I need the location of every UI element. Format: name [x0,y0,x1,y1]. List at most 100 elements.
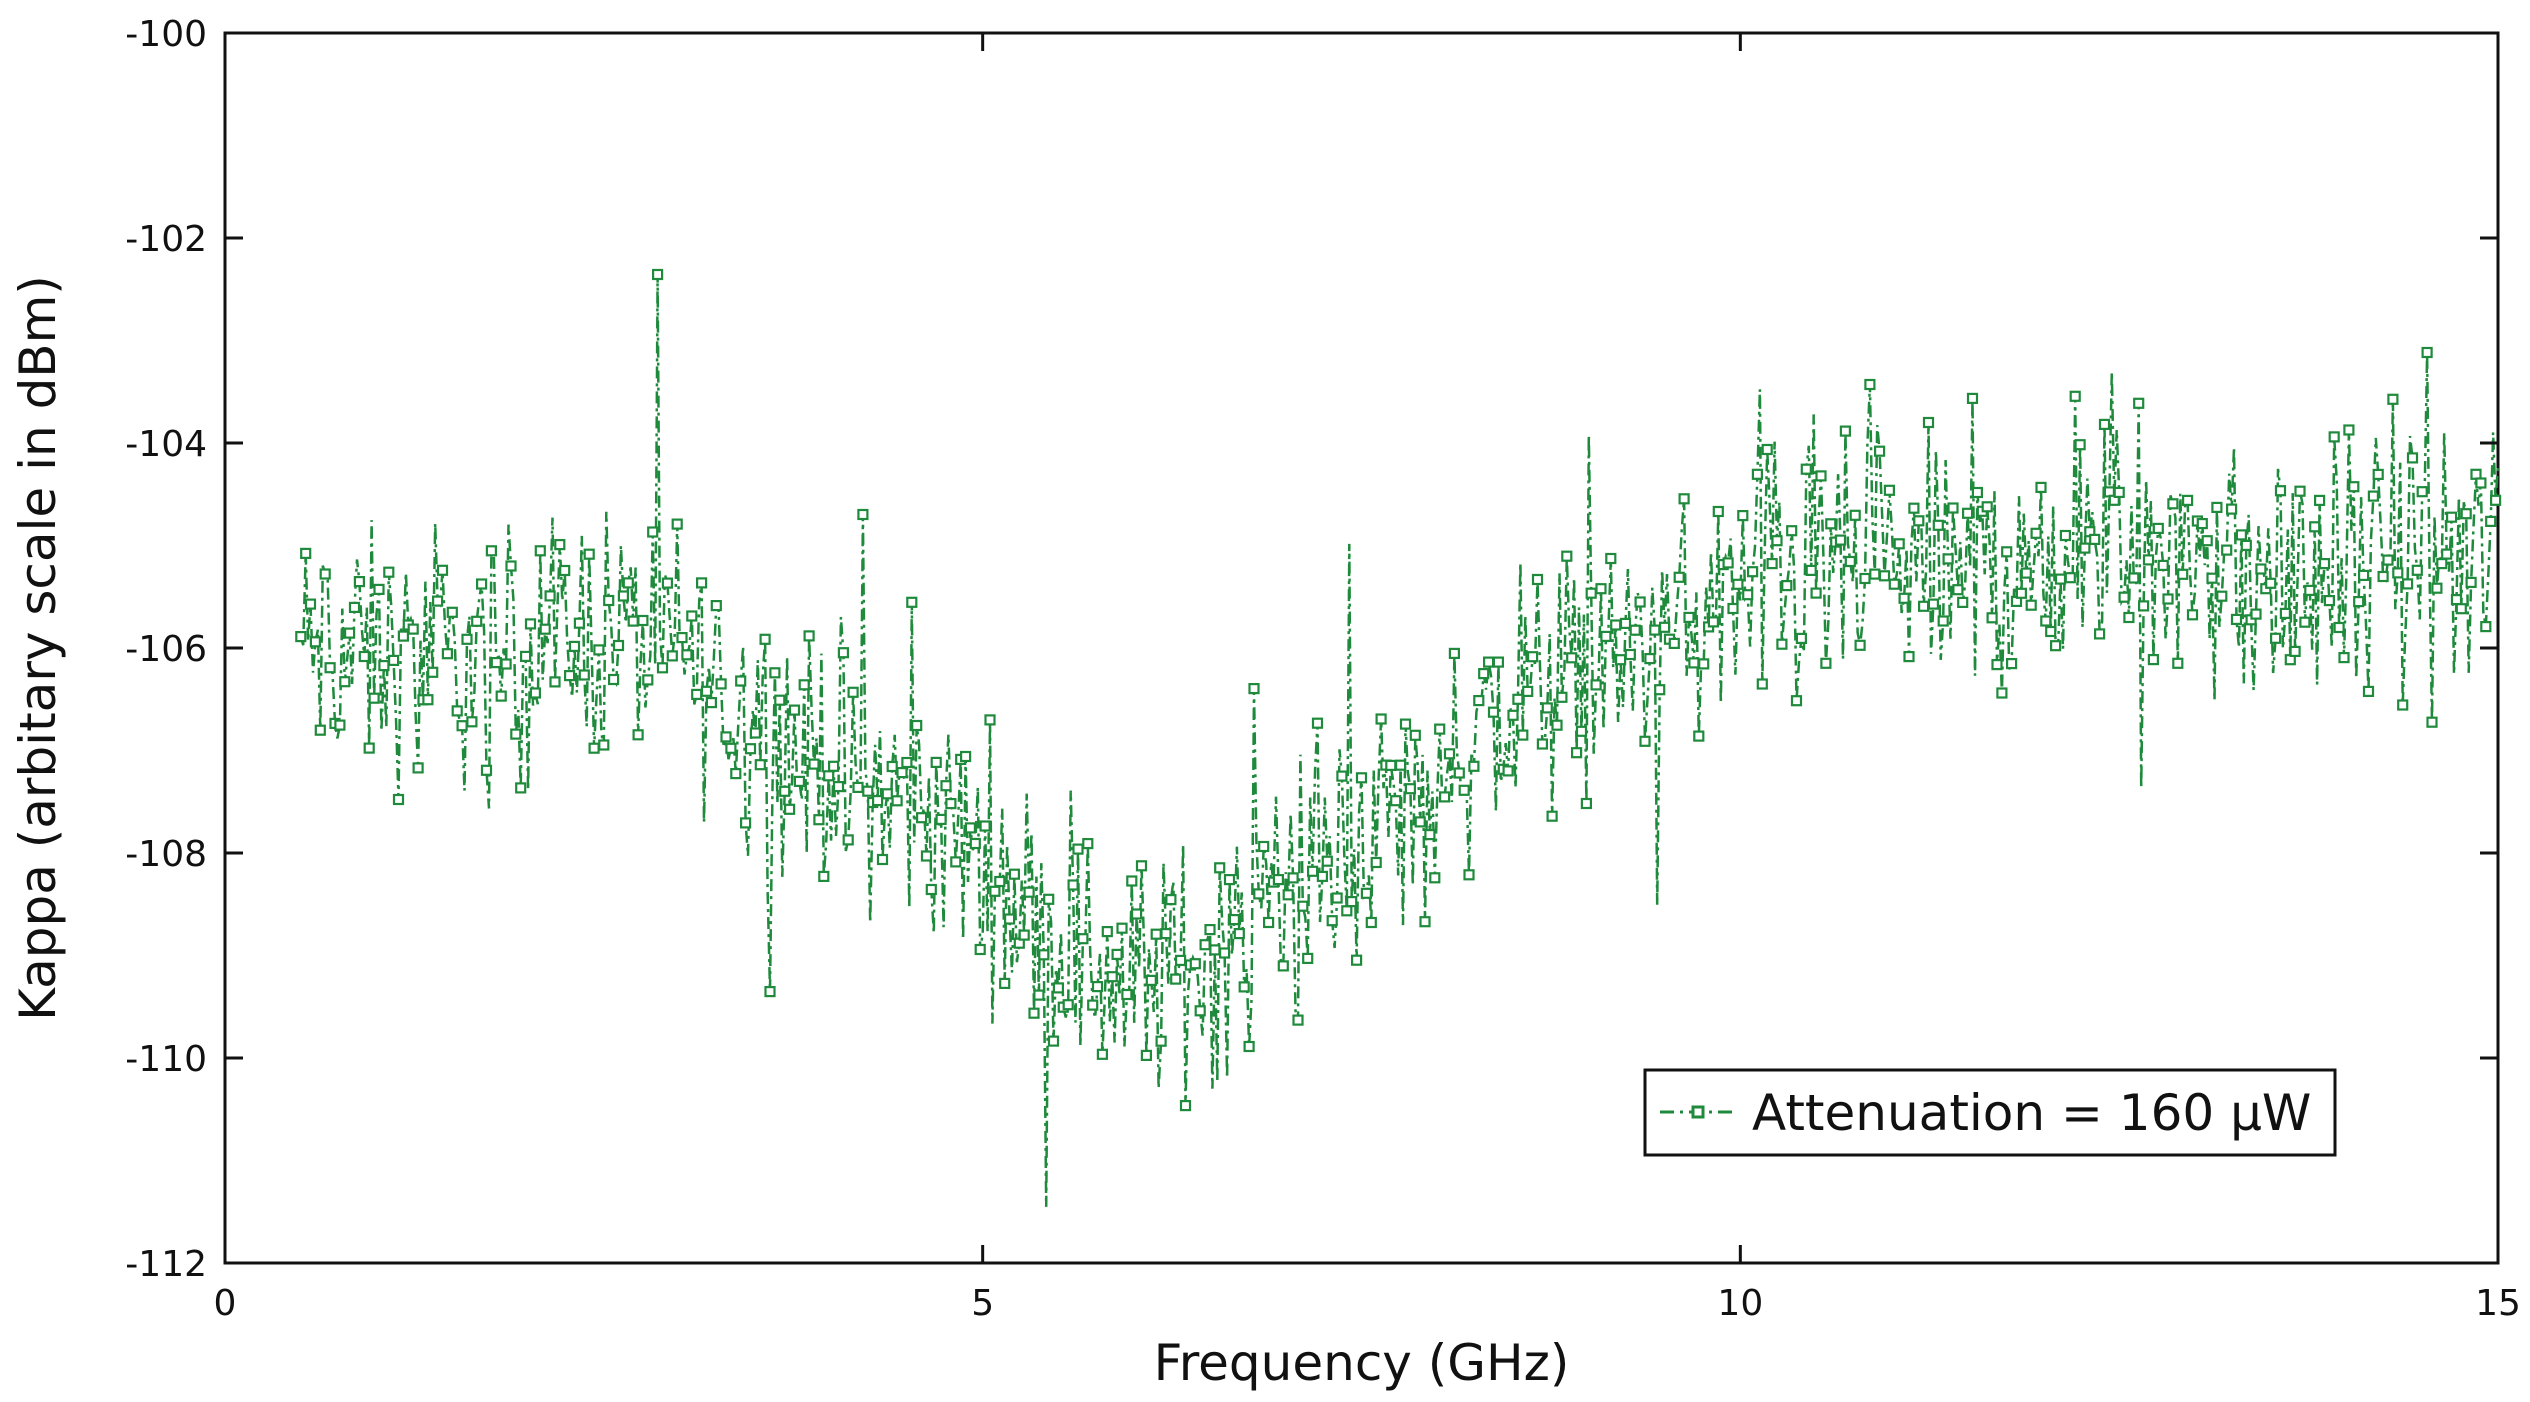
series-point [1052,982,1065,994]
series-point [852,781,864,794]
x-tick-label: 0 [214,1283,237,1324]
series-point [617,590,630,602]
series-point [2348,481,2360,493]
series-point [862,785,874,797]
series-point [436,564,449,576]
series-point [1614,654,1627,666]
series-point [1781,579,1793,592]
series-point [1932,519,1944,531]
series-point [603,594,615,607]
series-point [2152,522,2164,535]
series-point [1683,611,1695,624]
series-point [2040,615,2052,627]
series-point [788,704,801,716]
series-point [397,630,409,642]
series-point [1218,947,1231,959]
series-point [1482,656,1495,668]
series-point [2005,657,2018,670]
series-point [2323,594,2335,607]
series-point [2309,521,2321,533]
series-point [392,793,405,806]
series-point [2304,584,2316,597]
series-point [2230,613,2243,626]
series-point [1468,760,1480,772]
series-point [490,656,502,669]
series-point [920,850,933,862]
series-point [1179,1099,1192,1112]
series-point [2089,533,2101,546]
series-point [837,647,850,659]
series-point [368,692,380,704]
series-point [1688,657,1700,669]
series-point [2216,590,2228,602]
series-point [1913,515,1925,527]
series-point [1062,999,1074,1011]
series-point [642,674,654,686]
series-point [1551,719,1563,731]
series-point [700,685,713,697]
series-point [510,728,522,740]
series-point [407,623,419,635]
series-point [1487,706,1500,718]
series-point [539,623,551,635]
series-point [695,577,708,589]
series-point [1693,730,1705,742]
series-point [1942,553,1954,565]
series-point [915,812,928,824]
series-point [666,650,678,662]
series-point [1937,615,1949,627]
y-tick-label: -106 [125,629,207,670]
series-point [1878,570,1891,582]
series-point [2147,653,2159,666]
series-point [930,756,942,769]
series-point [1966,392,1979,404]
y-tick-label: -100 [125,14,207,55]
series-point [1091,980,1104,993]
series-point [2431,582,2443,594]
series-point [661,577,674,589]
series-point [1370,856,1382,869]
series-point [2182,494,2194,506]
series-point [2397,699,2409,711]
series-point [906,596,918,608]
series-point [388,654,400,667]
series-point [1248,682,1260,695]
series-point [2186,609,2199,621]
series-point [2343,424,2355,436]
series-point [735,675,747,687]
series-point [1008,868,1021,880]
series-point [1130,908,1143,920]
series-point [1116,922,1128,934]
series-point [334,719,346,731]
series-point [1204,923,1216,936]
series-point [2001,546,2013,558]
series-point [344,627,356,639]
series-point [774,694,786,706]
series-point [2045,625,2057,638]
series-point [1404,783,1417,795]
series-point [1087,999,1099,1011]
series-point [759,633,771,645]
series-point [1712,505,1724,518]
series-point [705,696,718,709]
series-point [1732,578,1744,590]
series-point [1561,550,1573,562]
series-point [754,759,766,771]
series-point [295,630,307,643]
series-point [2392,567,2404,579]
series-point [1434,723,1446,735]
series-point [2299,616,2311,628]
y-tick-label: -112 [125,1244,207,1285]
series-point [1424,828,1436,841]
series-point [2255,563,2267,575]
x-axis-label: Frequency (GHz) [1154,1334,1570,1392]
series-point [1883,484,1896,496]
series-point [598,739,610,751]
series-point [720,731,732,743]
series-point [554,538,566,551]
series-point [1023,886,1035,898]
series-point [813,814,825,826]
series-point [1644,652,1656,665]
series-point [2079,542,2091,554]
